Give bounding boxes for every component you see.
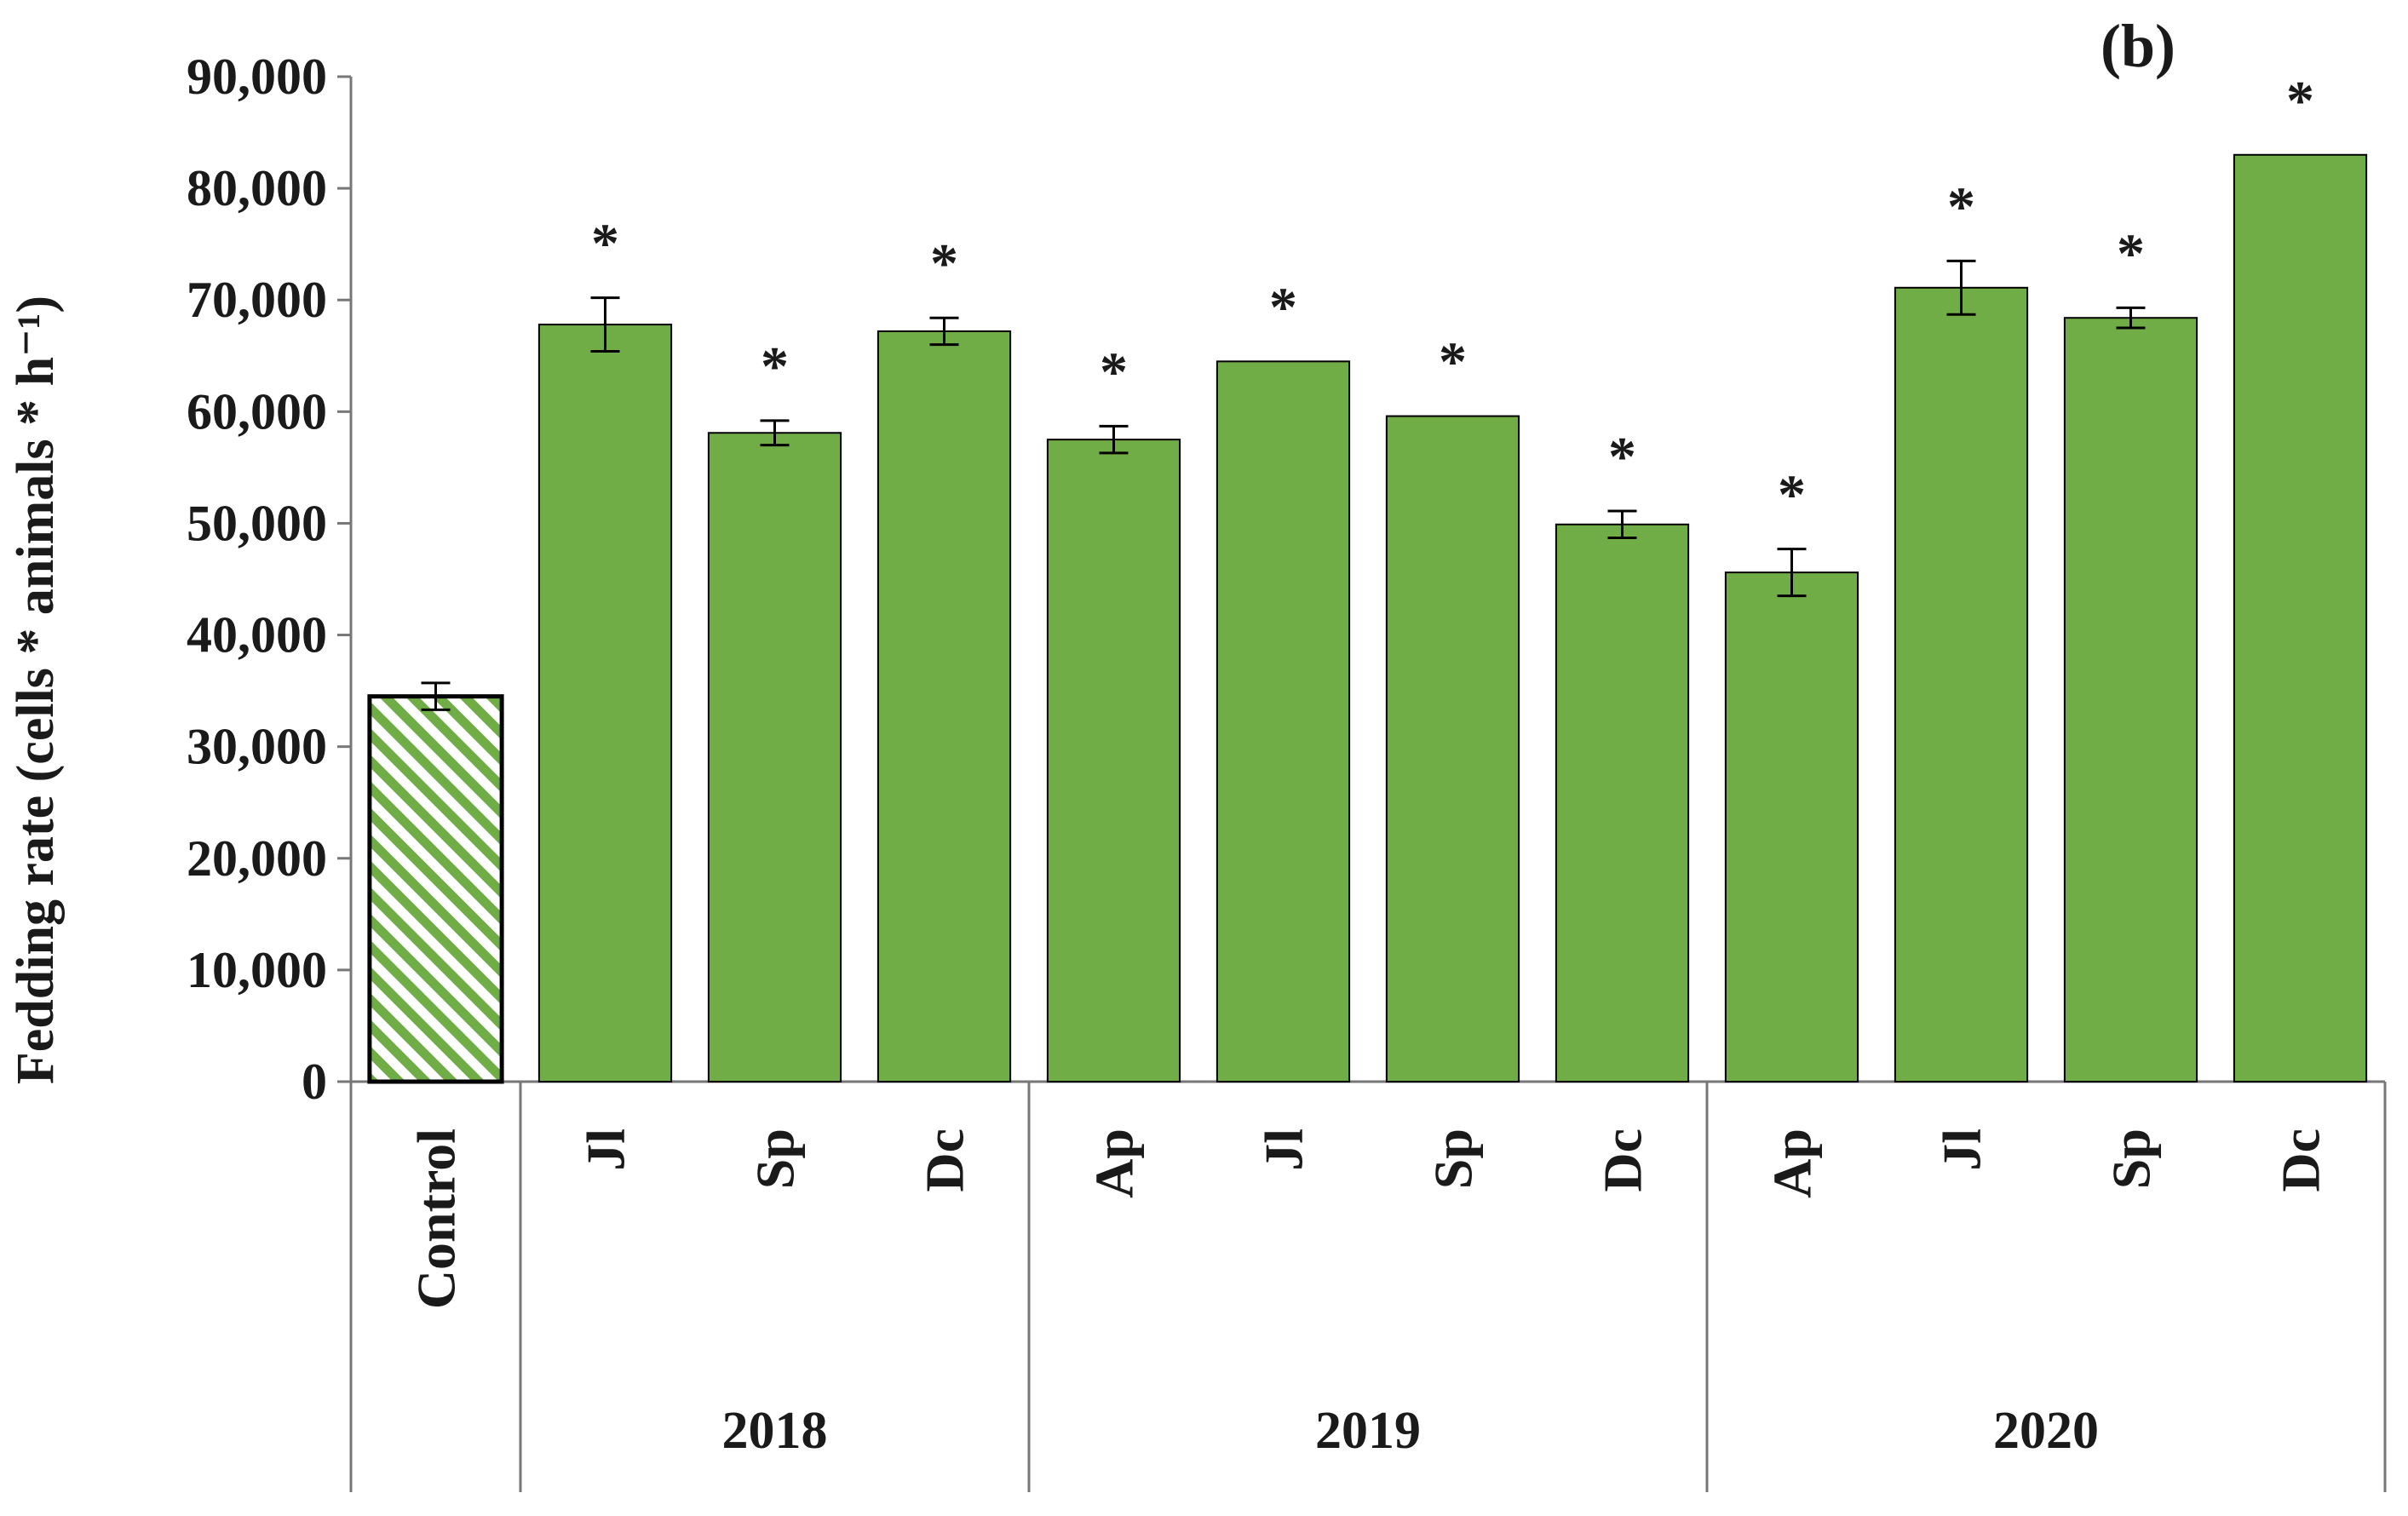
significance-star: * <box>2117 222 2145 284</box>
y-tick-label: 40,000 <box>187 607 327 663</box>
bars-group: * * * * * * * * * * * <box>367 70 2368 1084</box>
category-label: Sp <box>745 1128 806 1189</box>
bar <box>2233 153 2368 1082</box>
control-bar <box>367 694 504 1084</box>
group-year-label: 2018 <box>722 1402 828 1460</box>
category-label: Control <box>406 1128 467 1309</box>
category-label: Ap <box>1084 1128 1145 1198</box>
significance-star: * <box>591 213 619 275</box>
category-label: Dc <box>915 1128 975 1192</box>
y-tick-label: 70,000 <box>187 272 327 328</box>
y-tick-label: 20,000 <box>187 830 327 887</box>
category-label: Jl <box>576 1128 636 1171</box>
bar <box>537 324 673 1083</box>
y-tick-label: 90,000 <box>187 49 327 105</box>
y-tick-label: 50,000 <box>187 495 327 551</box>
significance-star: * <box>2286 70 2314 132</box>
significance-star: * <box>1100 341 1128 403</box>
significance-star: * <box>930 233 958 295</box>
bar <box>876 330 1012 1082</box>
group-year-label: 2020 <box>1993 1402 2099 1460</box>
significance-star: * <box>1947 175 1975 238</box>
significance-star: * <box>1269 276 1297 338</box>
bar <box>1046 439 1181 1082</box>
bar <box>1385 415 1520 1083</box>
category-label: Dc <box>2271 1128 2331 1192</box>
significance-star: * <box>761 336 789 398</box>
y-tick-label: 30,000 <box>187 719 327 775</box>
category-label: Jl <box>1254 1128 1314 1171</box>
y-axis-label: Fedding rate (cells * animals * h⁻¹) <box>7 296 65 1084</box>
category-label: Ap <box>1762 1128 1823 1198</box>
panel-label: (b) <box>2101 12 2175 80</box>
category-label: Dc <box>1593 1128 1653 1192</box>
y-tick-label: 0 <box>302 1054 327 1110</box>
bar <box>707 432 842 1082</box>
bar <box>1894 286 2029 1082</box>
category-label: Sp <box>1423 1128 1484 1189</box>
category-label: Jl <box>1932 1128 1992 1171</box>
significance-star: * <box>1439 331 1467 393</box>
bar <box>2063 317 2198 1082</box>
group-year-label: 2019 <box>1315 1402 1421 1460</box>
y-tick-label: 80,000 <box>187 160 327 216</box>
significance-star: * <box>1778 464 1806 526</box>
y-tick-label: 10,000 <box>187 942 327 998</box>
axes: 0 10,000 20,000 30,000 40,000 50,000 60,000 70,… <box>187 49 2387 1492</box>
bar <box>1215 360 1351 1083</box>
significance-star: * <box>1608 426 1636 488</box>
bar <box>1724 571 1859 1082</box>
category-labels: 2018 2019 2020 Control Jl Sp Dc Ap Jl Sp Dc Ap Jl Sp D… <box>406 1128 2331 1460</box>
category-label: Sp <box>2101 1128 2162 1189</box>
bar <box>1555 523 1690 1082</box>
y-tick-label: 60,000 <box>187 383 327 439</box>
